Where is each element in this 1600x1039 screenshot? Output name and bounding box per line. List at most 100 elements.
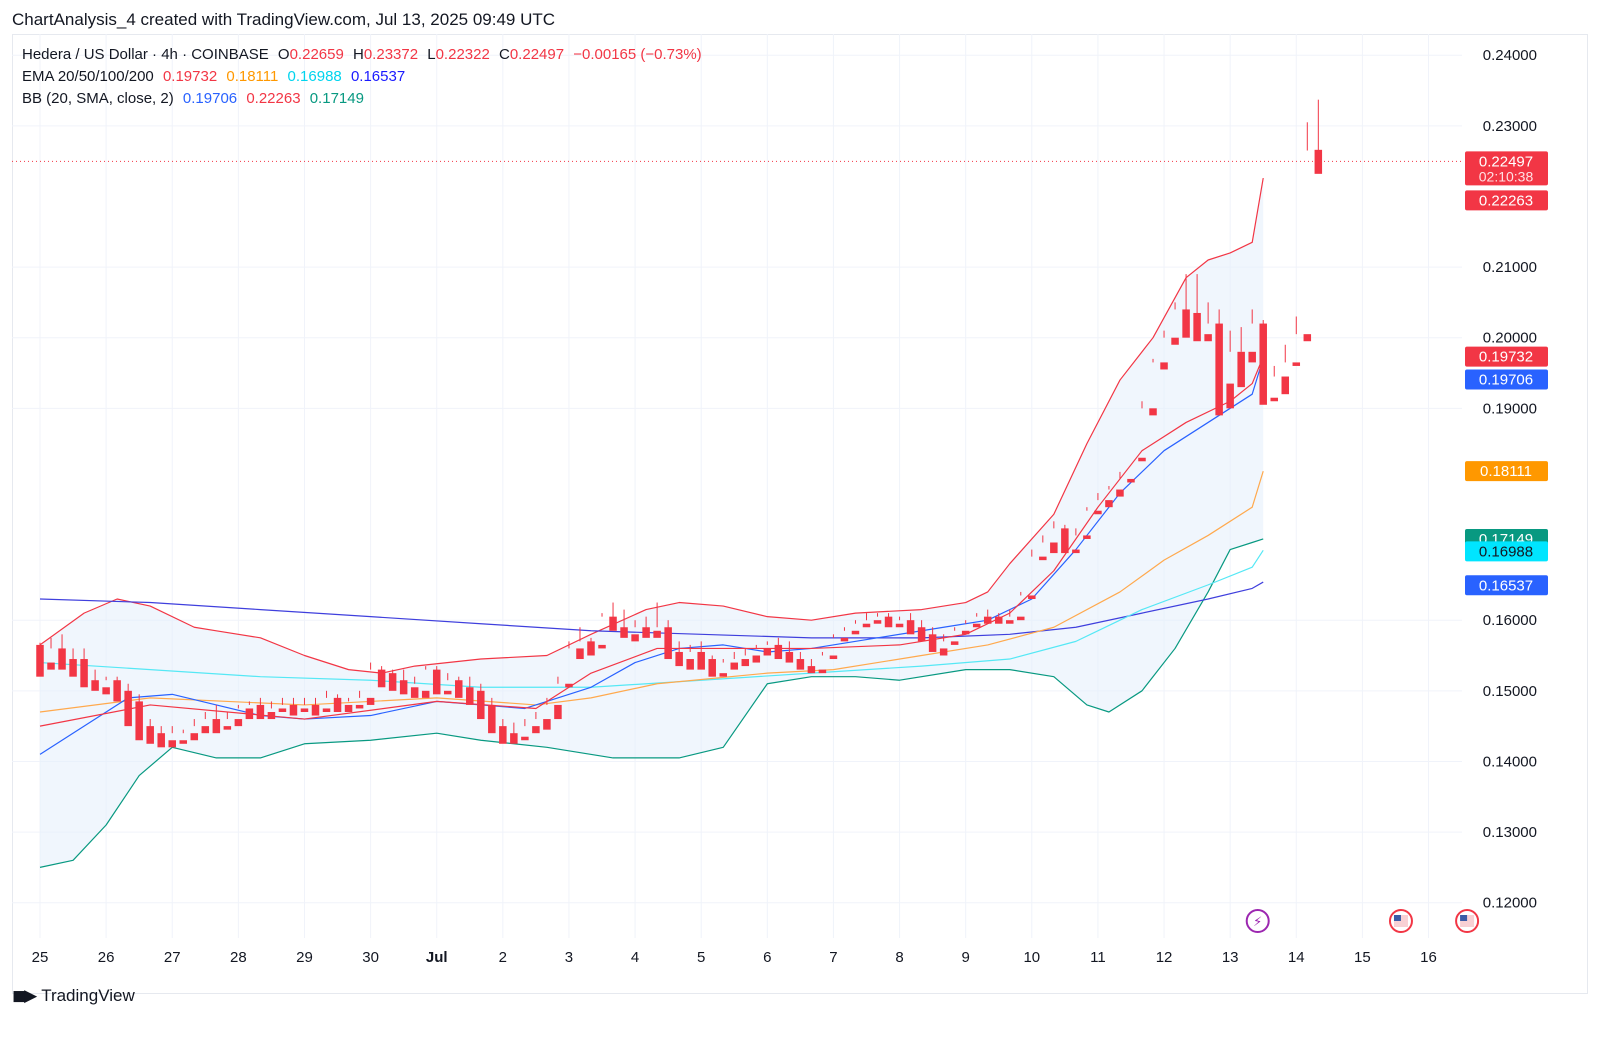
candle-body [873,620,882,624]
candle-body [664,627,672,660]
legend-ema200: 0.16537 [350,68,406,85]
candle-body [432,669,441,695]
candle-body [1160,362,1168,370]
candle-body [477,690,485,720]
candle-body [499,726,507,744]
tradingview-logo-icon: ◼▶ [12,986,37,1005]
x-axis-label: 15 [1354,949,1371,966]
x-axis-label: 12 [1156,949,1173,966]
candle-body [653,630,661,638]
x-axis-label: 5 [697,949,705,966]
candle-body [157,733,165,748]
candle-body [124,690,132,727]
legend-ema100: 0.16988 [287,68,342,85]
candle-body [895,623,904,628]
candle-body [785,651,794,663]
candle-body [80,659,88,688]
footer-brand[interactable]: ◼▶ TradingView [12,986,135,1006]
candle-body [421,690,430,698]
legend-ohlc: Hedera / US Dollar · 4h · COINBASE O0.22… [22,46,707,63]
bb-fill-area [40,178,1264,868]
candle-body [333,697,342,712]
candle-body [1171,337,1179,345]
candle-body [278,708,287,712]
candle-body [972,623,981,628]
legend-high: 0.23372 [363,46,419,63]
ema20-line [39,356,1264,727]
y-axis-label: 0.12000 [1483,895,1537,912]
candle-body [928,634,937,652]
price-tag-bg [1465,151,1548,186]
legend-low: 0.22322 [435,46,490,63]
candle-body [521,736,529,741]
us-flag-event-icon-2-canton [1460,915,1468,921]
candle-body [587,641,595,656]
x-axis-label: 10 [1023,949,1040,966]
candle-body [344,704,353,712]
candle-body [311,704,320,716]
y-axis-label: 0.24000 [1483,47,1537,64]
candle-body [443,690,452,695]
candle-body [1061,528,1069,554]
legend-change: −0.00165 (−0.73%) [573,46,702,63]
candle-body [466,687,474,705]
candle-body [245,708,254,720]
legend-ema20: 0.19732 [162,68,218,85]
candle-body [906,620,915,635]
price-tag-label: 0.16537 [1479,577,1533,594]
legend-ema: EMA 20/50/100/200 0.19732 0.18111 0.1698… [22,68,410,85]
candle-body [1072,549,1080,554]
candle-body [1292,362,1301,366]
candle-body [829,655,838,660]
candle-body [1006,620,1014,624]
candle-body [366,697,375,705]
candle-body [146,726,154,744]
candle-body [807,666,816,674]
candle-body [1248,351,1256,363]
legend-symbol[interactable]: Hedera / US Dollar · 4h · COINBASE [22,46,269,63]
candle-body [708,659,716,677]
candle-body [1281,376,1290,395]
candle-body [102,687,110,695]
price-tag-bg [1465,575,1548,596]
candle-body [1215,323,1223,416]
candle-body [212,719,221,734]
legend-ema-label[interactable]: EMA 20/50/100/200 [22,68,154,85]
candle-body [994,616,1003,624]
candle-body [686,659,694,670]
candle-body [1083,535,1091,539]
x-axis-label: 2 [499,949,507,966]
candle-body [223,726,232,730]
candle-body [565,683,573,688]
x-axis-label: 4 [631,949,639,966]
candle-body [113,680,121,702]
x-axis-label: 25 [32,949,49,966]
y-axis-label: 0.14000 [1483,753,1537,770]
candle-body [1259,323,1267,405]
x-axis-label: 11 [1090,949,1106,966]
candle-body [289,704,298,716]
candle-body [1237,351,1245,388]
price-tag-label: 0.19732 [1479,349,1533,366]
ema200-line [39,581,1264,639]
x-axis-label: 27 [164,949,181,966]
legend-bb-label[interactable]: BB (20, SMA, close, 2) [22,90,174,107]
x-axis-label: 29 [296,949,313,966]
candle-body [1127,478,1135,483]
candle-body [168,740,176,748]
price-tag-bg [1465,346,1548,367]
candle-body [201,726,210,734]
candle-body [763,648,772,656]
candle-body [631,634,639,642]
candle-body [851,630,860,635]
candle-body [179,740,188,744]
candle-body [752,655,761,663]
candle-body [576,648,584,660]
price-tag-bg [1465,369,1548,390]
candle-body [609,616,617,631]
legend-ema50: 0.18111 [226,68,279,85]
legend-bb-upper: 0.22263 [246,90,301,107]
bb-lower-line [39,538,1264,868]
candle-body [267,712,276,720]
